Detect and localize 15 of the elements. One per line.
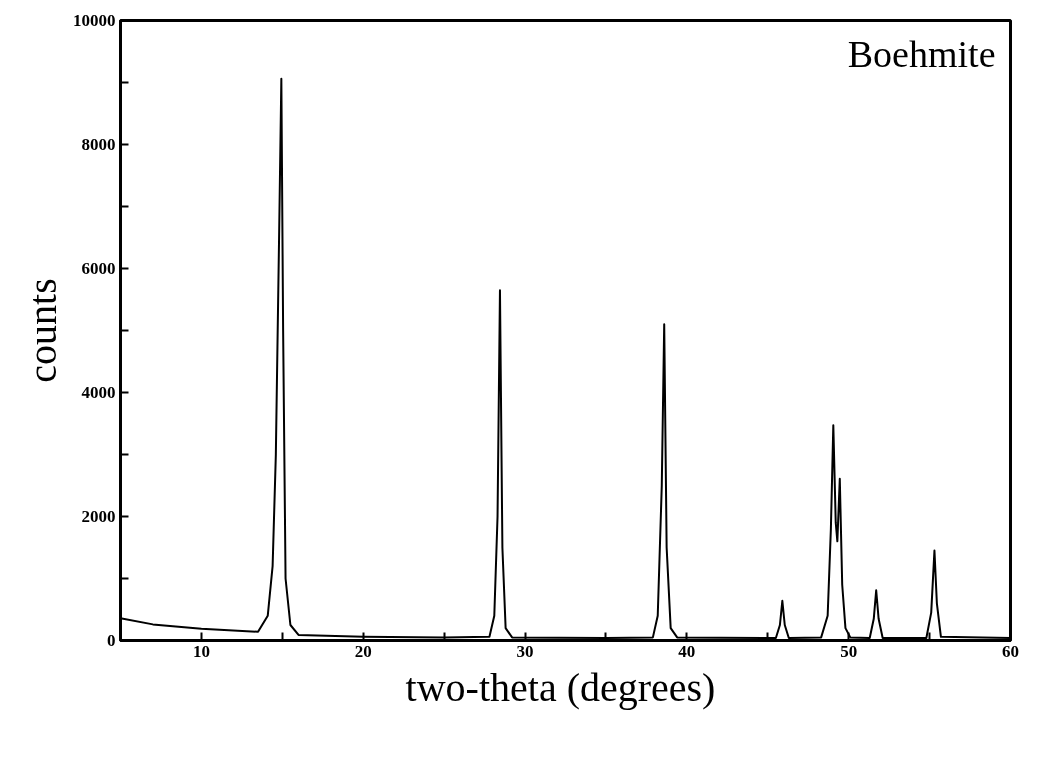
x-tick-label: 50 [840, 641, 858, 661]
y-axis-title: counts [20, 278, 65, 383]
y-tick-label: 10000 [73, 11, 116, 30]
y-tick-label: 4000 [81, 383, 116, 402]
x-tick-label: 30 [516, 641, 534, 661]
y-tick-label: 0 [107, 631, 116, 650]
y-tick-label: 8000 [81, 135, 116, 154]
y-tick-label: 2000 [81, 507, 116, 526]
x-axis-title: two-theta (degrees) [405, 664, 716, 710]
x-tick-label: 40 [678, 641, 696, 661]
annotation: Boehmite [847, 32, 996, 75]
x-tick-label: 20 [354, 641, 372, 661]
x-tick-label: 10 [192, 641, 210, 661]
x-tick-label: 60 [1002, 641, 1019, 661]
y-tick-label: 6000 [81, 259, 116, 278]
